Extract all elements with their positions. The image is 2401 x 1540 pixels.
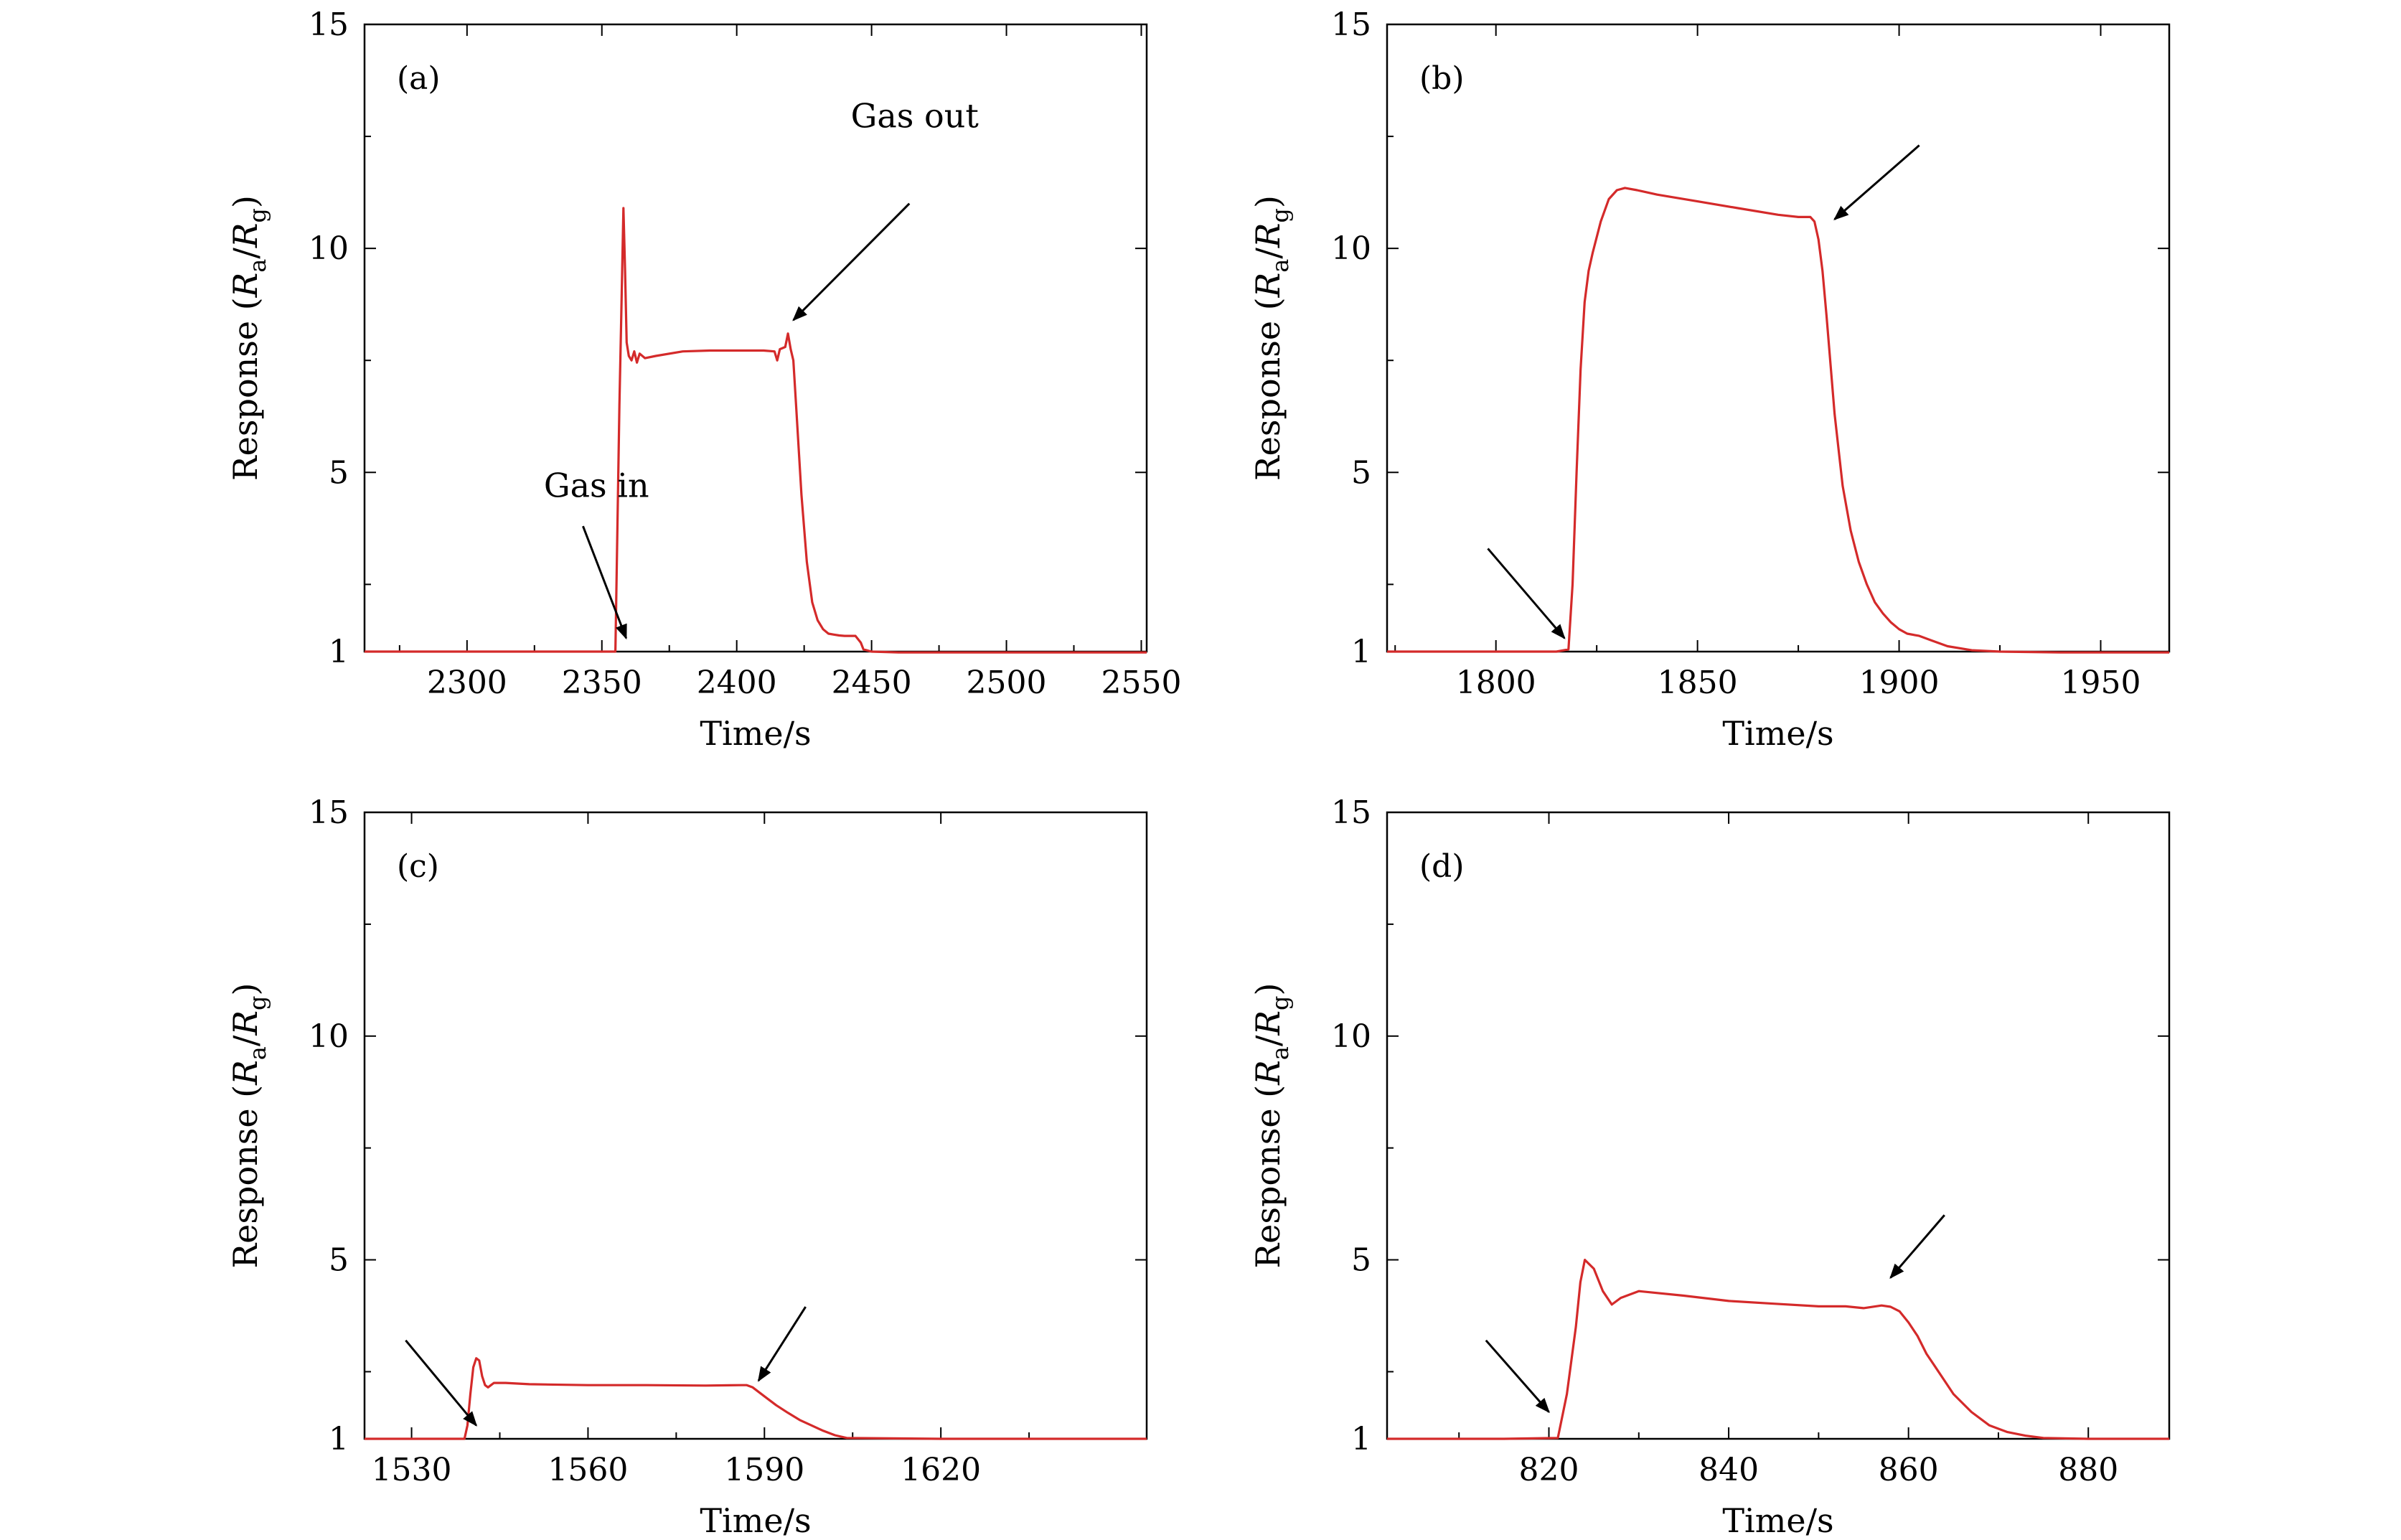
panel-label: (a) — [397, 60, 441, 97]
annotation-arrow — [582, 525, 627, 640]
data-line-series-1 — [365, 207, 1147, 654]
x-tick-label: 2450 — [832, 665, 912, 701]
y-axis-title: Response (Ra/Rg) — [1249, 195, 1294, 481]
y-axis-title-den: R — [1249, 222, 1287, 248]
y-axis-title-den: R — [226, 222, 265, 248]
y-axis-title-den-sub: g — [244, 208, 271, 222]
y-axis-title: Response (Ra/Rg) — [226, 983, 271, 1269]
annotation-label: Gas in — [544, 466, 649, 505]
y-axis-title-num-sub: a — [244, 259, 271, 273]
y-axis-title-den: R — [226, 1010, 265, 1036]
x-tick-label: 1590 — [724, 1452, 804, 1488]
x-axis-title: Time/s — [700, 714, 811, 753]
y-axis-title-sep: / — [226, 248, 265, 259]
y-tick-label: 10 — [309, 230, 349, 267]
y-axis-title: Response (Ra/Rg) — [1249, 983, 1294, 1269]
x-axis-title: Time/s — [1722, 714, 1833, 753]
y-axis-title-sep: / — [226, 1035, 265, 1046]
y-axis-title-den: R — [1249, 1010, 1287, 1036]
panel-label: (d) — [1419, 848, 1465, 885]
y-axis-title-suffix: ) — [226, 983, 265, 996]
annotation-arrow — [1889, 1214, 1945, 1280]
data-line-series-1 — [1387, 187, 2169, 654]
y-tick-label: 15 — [309, 794, 349, 831]
y-axis-title-num: R — [1249, 1060, 1287, 1086]
plot-frame — [1386, 23, 2171, 653]
y-axis-title-prefix: Response ( — [226, 297, 265, 481]
y-axis-title: Response (Ra/Rg) — [226, 195, 271, 481]
y-axis-title-prefix: Response ( — [1249, 1085, 1287, 1269]
x-axis-title: Time/s — [1722, 1501, 1833, 1540]
annotation-arrow — [1833, 144, 1920, 220]
x-tick-label: 1900 — [1859, 665, 1940, 701]
x-tick-label: 840 — [1698, 1452, 1759, 1488]
annotation-label: Gas out — [851, 97, 979, 136]
data-line-series-1 — [365, 1357, 1147, 1440]
y-axis-title-num-sub: a — [244, 1046, 271, 1060]
y-axis-title-den-sub: g — [244, 995, 271, 1010]
y-axis-title-num: R — [1249, 273, 1287, 299]
x-tick-label: 880 — [2058, 1452, 2118, 1488]
x-tick-label: 2300 — [427, 665, 507, 701]
plot-frame — [363, 811, 1148, 1440]
annotation-arrow — [1487, 548, 1566, 639]
y-axis-title-num: R — [226, 273, 265, 299]
y-tick-label: 10 — [309, 1018, 349, 1055]
y-axis-title-sep: / — [1249, 1035, 1287, 1046]
y-axis-title-prefix: Response ( — [1249, 297, 1287, 481]
y-axis-title-prefix: Response ( — [226, 1085, 265, 1269]
x-tick-label: 860 — [1879, 1452, 1939, 1488]
data-line-series-1 — [1387, 1259, 2169, 1440]
y-tick-label: 1 — [329, 1421, 349, 1457]
y-tick-label: 1 — [329, 634, 349, 670]
x-tick-label: 1800 — [1456, 665, 1536, 701]
annotation-arrow — [405, 1339, 478, 1427]
x-tick-label: 820 — [1519, 1452, 1579, 1488]
annotation-arrow — [792, 202, 911, 321]
y-axis-title-suffix: ) — [226, 195, 265, 208]
x-tick-label: 1530 — [372, 1452, 452, 1488]
panel-label: (c) — [397, 848, 439, 885]
y-axis-title-suffix: ) — [1249, 983, 1287, 996]
x-tick-label: 2500 — [967, 665, 1047, 701]
y-tick-label: 1 — [1351, 634, 1371, 670]
y-tick-label: 15 — [1331, 794, 1371, 831]
y-tick-label: 10 — [1331, 1018, 1371, 1055]
y-tick-label: 5 — [1351, 454, 1371, 491]
y-axis-title-den-sub: g — [1267, 208, 1294, 222]
x-tick-label: 1950 — [2060, 665, 2141, 701]
y-axis-title-num-sub: a — [1267, 259, 1294, 273]
y-tick-label: 15 — [1331, 6, 1371, 43]
chart-panel-a: 2300 2350 2400 2450 2500 2550151015Time/sResp… — [226, 6, 1181, 753]
x-tick-label: 1620 — [901, 1452, 981, 1488]
plot-frame — [1386, 811, 2171, 1440]
y-axis-title-suffix: ) — [1249, 195, 1287, 208]
y-axis-title-den-sub: g — [1267, 995, 1294, 1010]
y-tick-label: 1 — [1351, 1421, 1371, 1457]
x-tick-label: 2400 — [697, 665, 777, 701]
annotation-arrow — [1485, 1339, 1550, 1414]
y-tick-label: 5 — [329, 1242, 349, 1279]
x-tick-label: 2350 — [562, 665, 642, 701]
y-tick-label: 10 — [1331, 230, 1371, 267]
x-tick-label: 1850 — [1658, 665, 1738, 701]
plot-frame — [363, 23, 1148, 653]
panel-label: (b) — [1419, 60, 1465, 97]
x-axis-title: Time/s — [700, 1501, 811, 1540]
y-axis-title-sep: / — [1249, 248, 1287, 259]
x-tick-label: 1560 — [548, 1452, 628, 1488]
y-tick-label: 5 — [1351, 1242, 1371, 1279]
annotation-arrow — [757, 1306, 807, 1382]
y-tick-label: 15 — [309, 6, 349, 43]
y-tick-label: 5 — [329, 454, 349, 491]
x-tick-label: 2550 — [1101, 665, 1181, 701]
y-axis-title-num-sub: a — [1267, 1046, 1294, 1060]
y-axis-title-num: R — [226, 1060, 265, 1086]
